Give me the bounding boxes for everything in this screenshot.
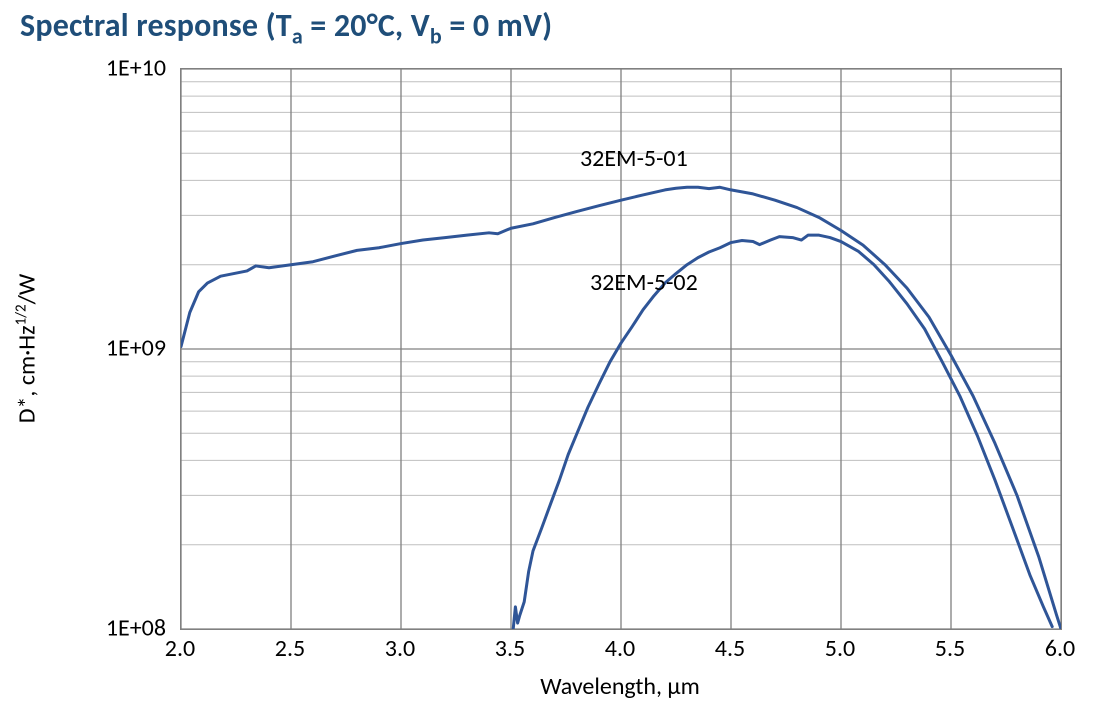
series-label: 32EM-5-02 bbox=[590, 268, 698, 297]
x-tick-label: 2.0 bbox=[165, 634, 195, 663]
x-tick-label: 5.0 bbox=[825, 634, 855, 663]
series-label: 32EM-5-01 bbox=[580, 144, 688, 173]
title-text-3: = 0 mV) bbox=[442, 6, 552, 45]
x-tick-label: 2.5 bbox=[275, 634, 305, 663]
title-text-1: Spectral response (T bbox=[20, 6, 292, 45]
x-tick-label: 5.5 bbox=[935, 634, 965, 663]
x-axis-label: Wavelength, µm bbox=[180, 672, 1060, 701]
chart-title: Spectral response (Ta = 20°C, Vb = 0 mV) bbox=[20, 6, 552, 45]
title-text-2: = 20°C, V bbox=[303, 6, 430, 45]
y-tick-label: 1E+09 bbox=[0, 334, 166, 363]
x-tick-label: 4.0 bbox=[605, 634, 635, 663]
x-tick-label: 4.5 bbox=[715, 634, 745, 663]
y-tick-label: 1E+10 bbox=[0, 54, 166, 83]
x-tick-label: 6.0 bbox=[1045, 634, 1075, 663]
ylabel-2: /W bbox=[13, 273, 42, 304]
title-sub-1: a bbox=[292, 22, 303, 49]
chart-container: { "title_parts": { "p1": "Spectral respo… bbox=[0, 0, 1106, 712]
title-sub-2: b bbox=[430, 22, 442, 49]
x-tick-label: 3.0 bbox=[385, 634, 415, 663]
y-tick-label: 1E+08 bbox=[0, 614, 166, 643]
ylabel-sup: 1/2 bbox=[13, 304, 31, 325]
x-tick-label: 3.5 bbox=[495, 634, 525, 663]
